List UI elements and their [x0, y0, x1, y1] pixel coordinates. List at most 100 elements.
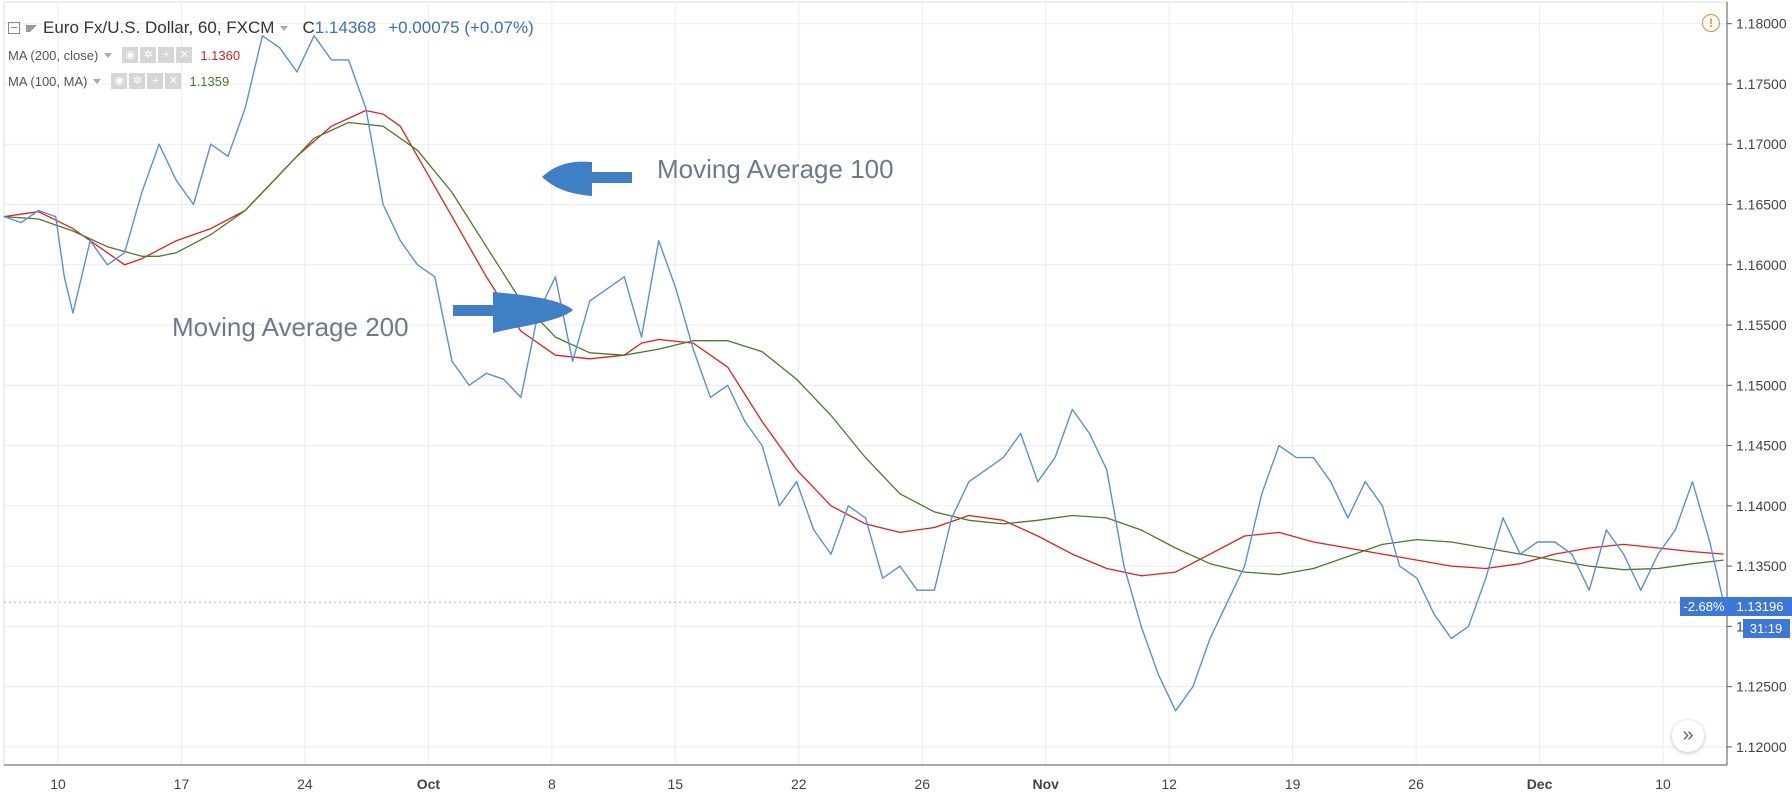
plot-border [3, 1, 1728, 766]
price-point [261, 35, 263, 37]
price-point [1450, 637, 1452, 640]
x-tick-label: 26 [1408, 776, 1424, 792]
price-point [606, 288, 608, 290]
price-point [1054, 457, 1056, 459]
price-point [968, 481, 970, 483]
symbol-title[interactable]: Euro Fx/U.S. Dollar, 60, FXCM [43, 18, 275, 37]
price-point [382, 203, 384, 206]
gear-icon[interactable]: ✲ [129, 73, 146, 89]
indicator-label[interactable]: MA (200, close) [8, 47, 99, 63]
price-point [1502, 517, 1504, 519]
eye-icon[interactable]: ◉ [122, 47, 139, 63]
price-tag-countdown: 31:19 [1743, 619, 1790, 638]
y-tick-label: 1.15000 [1736, 377, 1787, 393]
annotations: Moving Average 100 Moving Average 200 [172, 154, 894, 342]
gear-icon[interactable]: ✲ [140, 47, 157, 63]
price-point [106, 264, 108, 266]
price-line [3, 35, 1725, 712]
price-tag-last: 1.13196 [1728, 597, 1792, 616]
indicator-value: 1.1359 [189, 73, 230, 89]
last-price-label: 1.13196 [1737, 599, 1784, 614]
price-point [1209, 637, 1211, 640]
indicator-label[interactable]: MA (100, MA) [8, 73, 88, 89]
price-point [1485, 577, 1487, 579]
price-point [141, 191, 143, 193]
price-point [589, 300, 591, 302]
price-point [365, 107, 367, 109]
y-tick-label: 1.14500 [1736, 438, 1787, 454]
price-point [503, 378, 505, 380]
scroll-to-realtime-button[interactable]: » [1672, 720, 1704, 752]
price-point [985, 469, 987, 471]
price-point [692, 348, 694, 350]
price-point [1399, 565, 1401, 567]
price-point [864, 517, 867, 519]
eye-icon[interactable]: ◉ [111, 73, 128, 89]
ma200-annotation: Moving Average 200 [172, 312, 409, 342]
price-point [1347, 517, 1349, 519]
x-tick-label: Dec [1527, 776, 1553, 792]
x-tick-label: 24 [297, 776, 313, 792]
price-point [227, 155, 229, 157]
y-tick-label: 1.16000 [1736, 257, 1787, 273]
price-point [1433, 613, 1435, 615]
close-icon[interactable]: ✕ [176, 47, 193, 63]
x-tick-label: 10 [1655, 776, 1671, 792]
price-point [709, 396, 712, 398]
flag-icon[interactable] [26, 24, 37, 32]
y-tick-label: 1.12000 [1736, 739, 1787, 755]
price-point [434, 276, 436, 278]
price-point [1691, 481, 1694, 483]
x-tick-label: 19 [1285, 776, 1301, 792]
price-point [1088, 432, 1091, 435]
price-point [1519, 553, 1521, 555]
price-point [1674, 529, 1676, 531]
price-tag-change: -2.68% [1680, 597, 1728, 616]
price-point [1192, 686, 1194, 688]
price-point [1709, 541, 1711, 543]
price-point [244, 107, 246, 109]
ma200-arrow [453, 292, 573, 333]
price-point [485, 372, 487, 374]
price-point [124, 252, 126, 254]
price-point [1623, 553, 1625, 555]
plus-icon[interactable]: + [147, 73, 164, 89]
price-point [89, 240, 91, 242]
price-point [399, 240, 401, 242]
price-point [813, 529, 815, 531]
price-point [279, 47, 281, 49]
axes: 1.18000 1.17500 1.17000 1.16500 1.16000 1.155… [4, 2, 1787, 792]
price-point [1157, 674, 1159, 676]
y-tick-label: 1.16500 [1736, 197, 1787, 213]
series-layer [3, 35, 1727, 712]
ma100-annotation: Moving Average 100 [657, 154, 894, 184]
price-point [1640, 589, 1642, 591]
warning-icon[interactable]: ! [1702, 14, 1720, 32]
price-point [1295, 457, 1297, 459]
countdown-label: 31:19 [1750, 621, 1783, 636]
grid [3, 1, 1728, 766]
x-tick-label: 17 [174, 776, 190, 792]
price-point [192, 203, 195, 206]
plus-icon[interactable]: + [158, 47, 175, 63]
price-point [63, 276, 65, 278]
x-tick-label: 15 [668, 776, 684, 792]
price-point [416, 264, 419, 266]
chevron-down-icon[interactable] [104, 52, 113, 58]
price-point [658, 240, 660, 242]
price-point [175, 179, 177, 181]
price-point [1020, 432, 1022, 435]
price-point [1244, 565, 1246, 567]
chevron-down-icon[interactable] [93, 78, 102, 84]
price-point [1140, 625, 1142, 628]
collapse-icon[interactable] [8, 22, 20, 34]
close-icon[interactable]: ✕ [165, 73, 182, 89]
y-tick-label: 1.17500 [1736, 76, 1787, 92]
price-point [640, 336, 643, 338]
x-tick-label: Nov [1032, 776, 1059, 792]
price-change: +0.00075 (+0.07%) [388, 18, 534, 37]
chevron-down-icon[interactable] [280, 25, 289, 31]
price-point [675, 288, 677, 290]
